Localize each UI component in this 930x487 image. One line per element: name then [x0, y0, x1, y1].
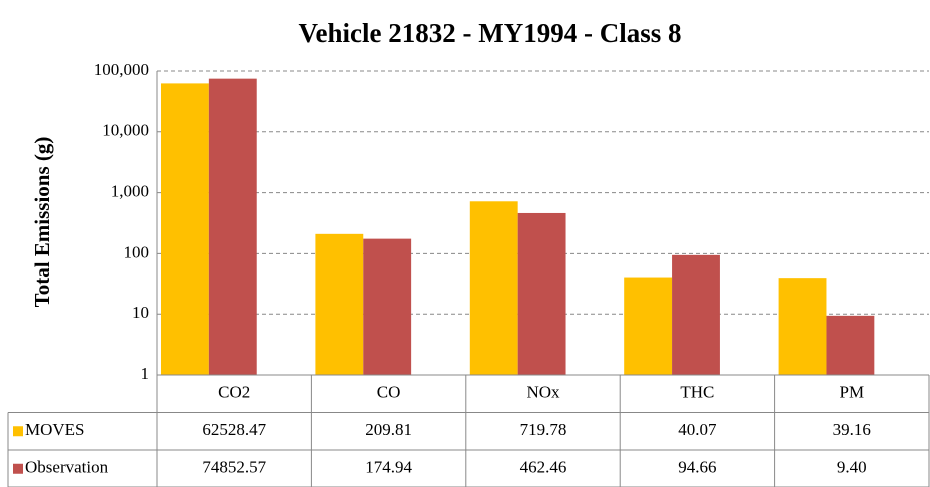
y-axis-label: Total Emissions (g)	[30, 137, 54, 308]
x-tick-label: CO	[377, 383, 401, 402]
bar	[672, 254, 720, 375]
table-value: 9.40	[837, 458, 867, 477]
x-tick-label: CO2	[218, 383, 250, 402]
y-tick-label: 100	[124, 242, 150, 261]
table-value: 74852.57	[202, 458, 266, 477]
table-value: 209.81	[365, 420, 412, 439]
y-tick-label: 10	[132, 303, 149, 322]
y-tick-label: 1,000	[111, 182, 149, 201]
y-tick-label: 10,000	[102, 121, 149, 140]
bar	[778, 278, 827, 375]
bar	[826, 315, 875, 375]
table-value: 174.94	[365, 458, 412, 477]
table-value: 40.07	[678, 420, 717, 439]
table-value: 462.46	[520, 458, 567, 477]
legend-label: Observation	[25, 458, 109, 477]
x-tick-label: PM	[840, 383, 865, 402]
table-value: 62528.47	[202, 420, 266, 439]
bar	[315, 233, 364, 375]
chart-title: Vehicle 21832 - MY1994 - Class 8	[299, 18, 682, 48]
bar	[517, 212, 566, 375]
bar	[161, 83, 209, 375]
bar	[208, 78, 257, 376]
x-tick-label: NOx	[526, 383, 560, 402]
bar	[363, 238, 412, 375]
bar	[469, 201, 518, 375]
x-tick-label: THC	[680, 383, 714, 402]
legend-swatch	[13, 426, 23, 437]
y-tick-label: 100,000	[94, 60, 149, 79]
table-value: 39.16	[833, 420, 871, 439]
legend-swatch	[13, 463, 23, 474]
legend-label: MOVES	[25, 420, 85, 439]
bar	[624, 277, 673, 375]
y-tick-label: 1	[141, 364, 150, 383]
table-value: 94.66	[678, 458, 716, 477]
table-value: 719.78	[520, 420, 567, 439]
